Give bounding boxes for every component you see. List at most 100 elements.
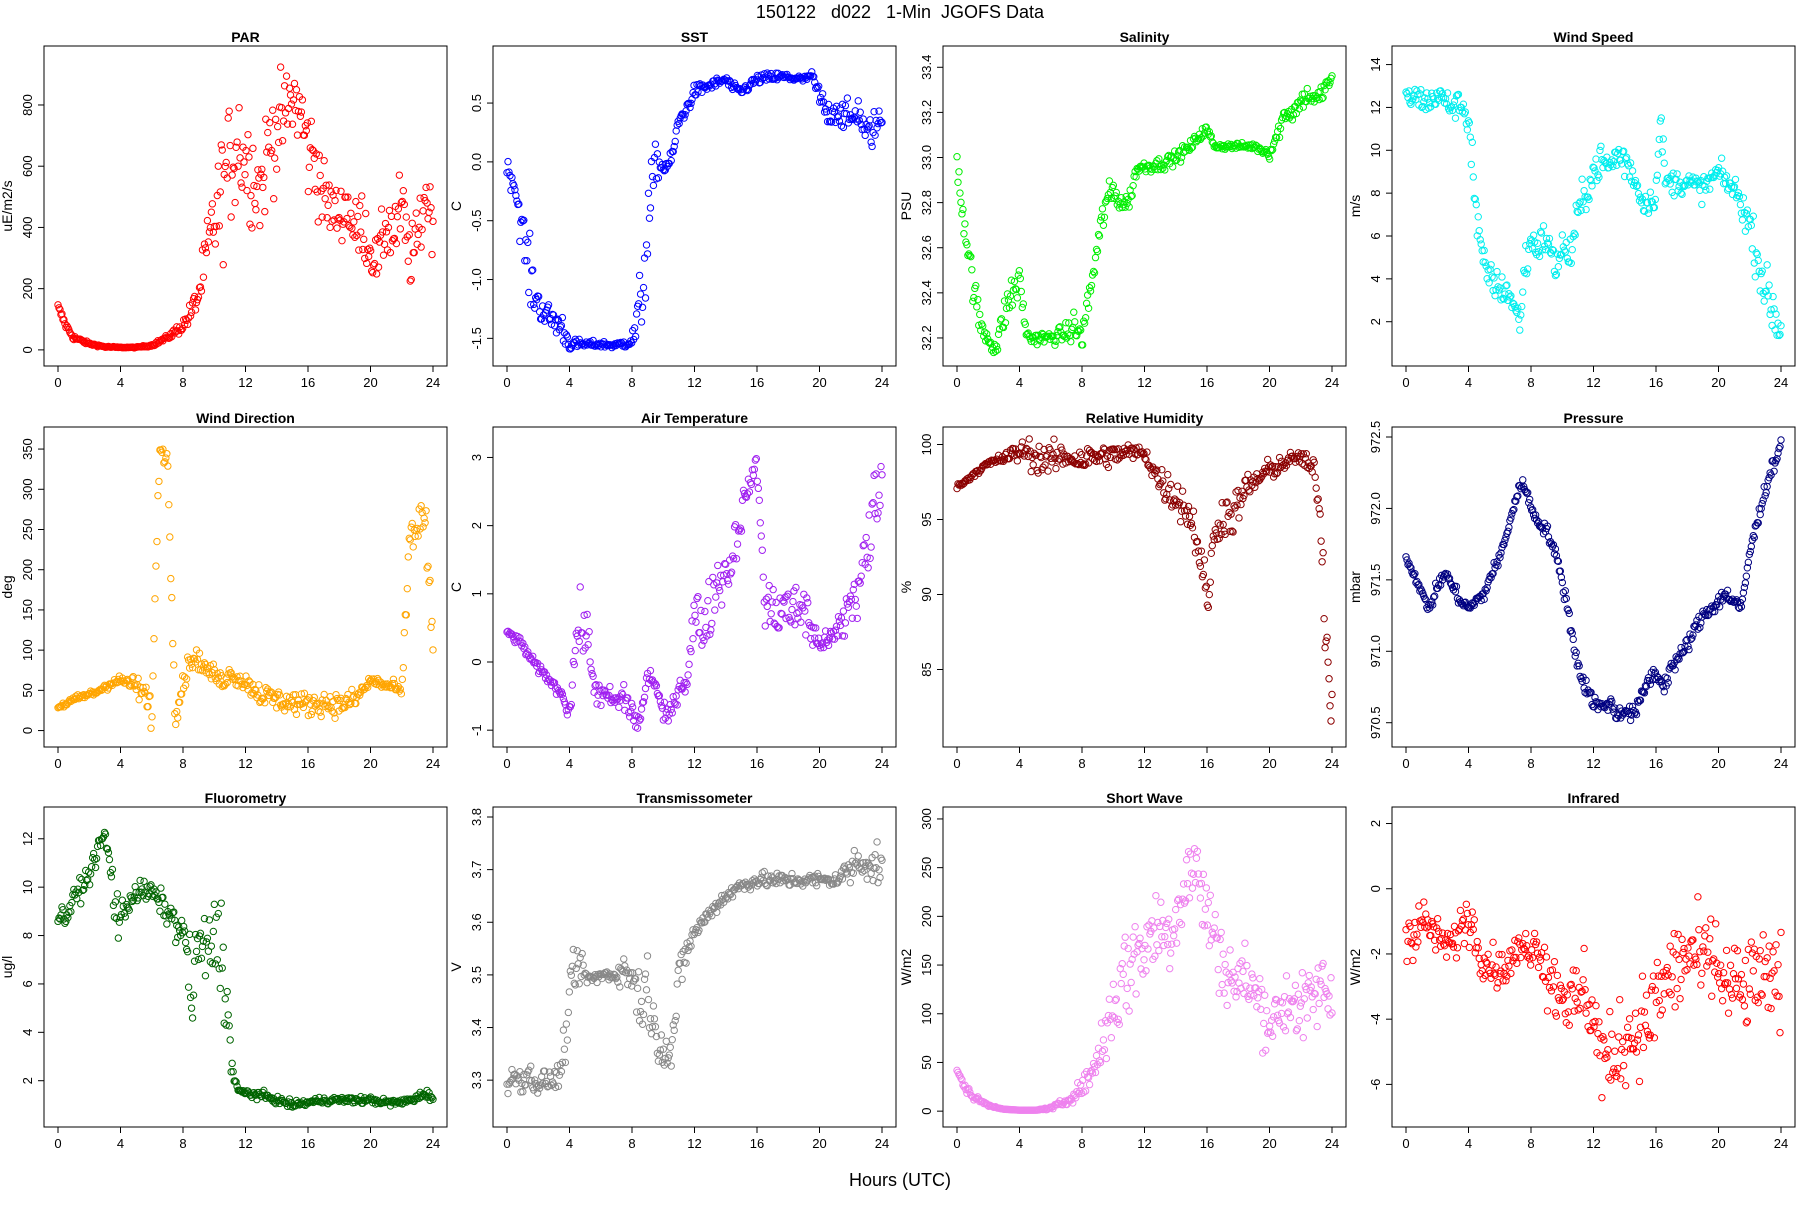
data-point	[1601, 158, 1609, 166]
data-point	[203, 934, 212, 943]
data-point	[349, 231, 357, 239]
data-point	[824, 641, 833, 650]
data-point	[810, 73, 818, 81]
data-point	[967, 252, 975, 261]
data-point	[831, 871, 840, 879]
data-point	[1234, 486, 1242, 495]
data-point	[1428, 598, 1436, 606]
data-point	[816, 644, 825, 652]
data-point	[1166, 964, 1174, 973]
data-point	[1412, 943, 1420, 951]
data-point	[331, 196, 339, 205]
data-point	[788, 869, 796, 878]
data-point	[633, 724, 642, 732]
data-point	[222, 1021, 230, 1029]
data-point	[1253, 1003, 1261, 1011]
data-point	[1201, 584, 1210, 592]
data-point	[1451, 114, 1460, 122]
data-point	[360, 235, 368, 244]
data-point	[1777, 321, 1785, 330]
data-point	[1013, 457, 1022, 465]
data-point	[534, 292, 543, 301]
data-point	[1550, 550, 1559, 558]
data-point	[578, 949, 586, 958]
data-point	[631, 723, 640, 731]
data-point	[1653, 171, 1662, 180]
data-point	[1754, 998, 1762, 1007]
data-point	[868, 500, 876, 508]
data-point	[1150, 465, 1158, 474]
x-tick-label: 8	[1527, 1136, 1534, 1151]
data-point	[745, 488, 754, 496]
data-point	[1058, 446, 1066, 454]
data-point	[1136, 934, 1144, 942]
data-point	[871, 509, 879, 518]
data-point	[954, 178, 962, 186]
data-point	[694, 88, 702, 96]
data-point	[1067, 337, 1075, 346]
x-tick-label: 24	[426, 756, 440, 771]
data-point	[1588, 996, 1596, 1004]
data-point	[1563, 254, 1571, 262]
data-point	[1761, 957, 1769, 966]
data-point	[1772, 310, 1780, 318]
data-point	[618, 689, 626, 697]
data-point	[378, 228, 387, 236]
data-point	[1674, 654, 1682, 662]
data-point	[1132, 444, 1140, 452]
x-tick-label: 16	[1200, 1136, 1214, 1151]
data-point	[1443, 929, 1452, 938]
data-point	[1108, 1012, 1117, 1020]
data-point	[1507, 514, 1515, 522]
data-point	[1204, 603, 1213, 612]
data-point	[704, 597, 712, 605]
data-point	[170, 908, 178, 916]
data-point	[1482, 958, 1490, 966]
data-point	[1711, 920, 1720, 928]
data-point	[1664, 971, 1672, 979]
data-point	[1268, 1032, 1277, 1040]
data-point	[858, 868, 866, 876]
data-point	[357, 228, 365, 236]
data-point	[181, 938, 190, 947]
data-point	[1203, 921, 1212, 929]
data-point	[1157, 898, 1165, 906]
data-point	[1666, 942, 1674, 950]
data-point	[957, 1074, 965, 1082]
data-point	[1558, 231, 1567, 239]
data-point	[1473, 937, 1481, 946]
data-point	[1457, 922, 1466, 930]
data-point	[140, 687, 148, 696]
data-point	[715, 899, 723, 908]
data-point	[374, 676, 383, 684]
data-point	[1109, 980, 1118, 988]
data-point	[780, 875, 788, 883]
data-point	[429, 646, 437, 654]
y-tick-label: 3.6	[469, 913, 484, 931]
data-point	[320, 156, 328, 165]
data-point	[792, 583, 800, 592]
data-point	[1716, 961, 1725, 969]
data-point	[682, 678, 690, 687]
data-point	[753, 477, 762, 486]
data-point	[1500, 540, 1508, 549]
data-point	[688, 617, 696, 625]
data-point	[543, 1083, 552, 1091]
data-point	[1323, 633, 1331, 642]
data-point	[264, 128, 272, 137]
data-point	[404, 257, 412, 265]
x-tick-label: 12	[238, 756, 252, 771]
data-point	[1118, 960, 1126, 968]
data-point	[1056, 323, 1064, 331]
data-point	[981, 328, 989, 336]
data-point	[201, 972, 210, 980]
data-point	[970, 293, 978, 302]
data-point	[162, 454, 170, 462]
data-point	[300, 689, 309, 698]
data-point	[366, 247, 375, 255]
data-point	[1416, 90, 1424, 98]
data-point	[1214, 519, 1222, 527]
data-point	[285, 1095, 294, 1103]
data-point	[412, 209, 420, 217]
